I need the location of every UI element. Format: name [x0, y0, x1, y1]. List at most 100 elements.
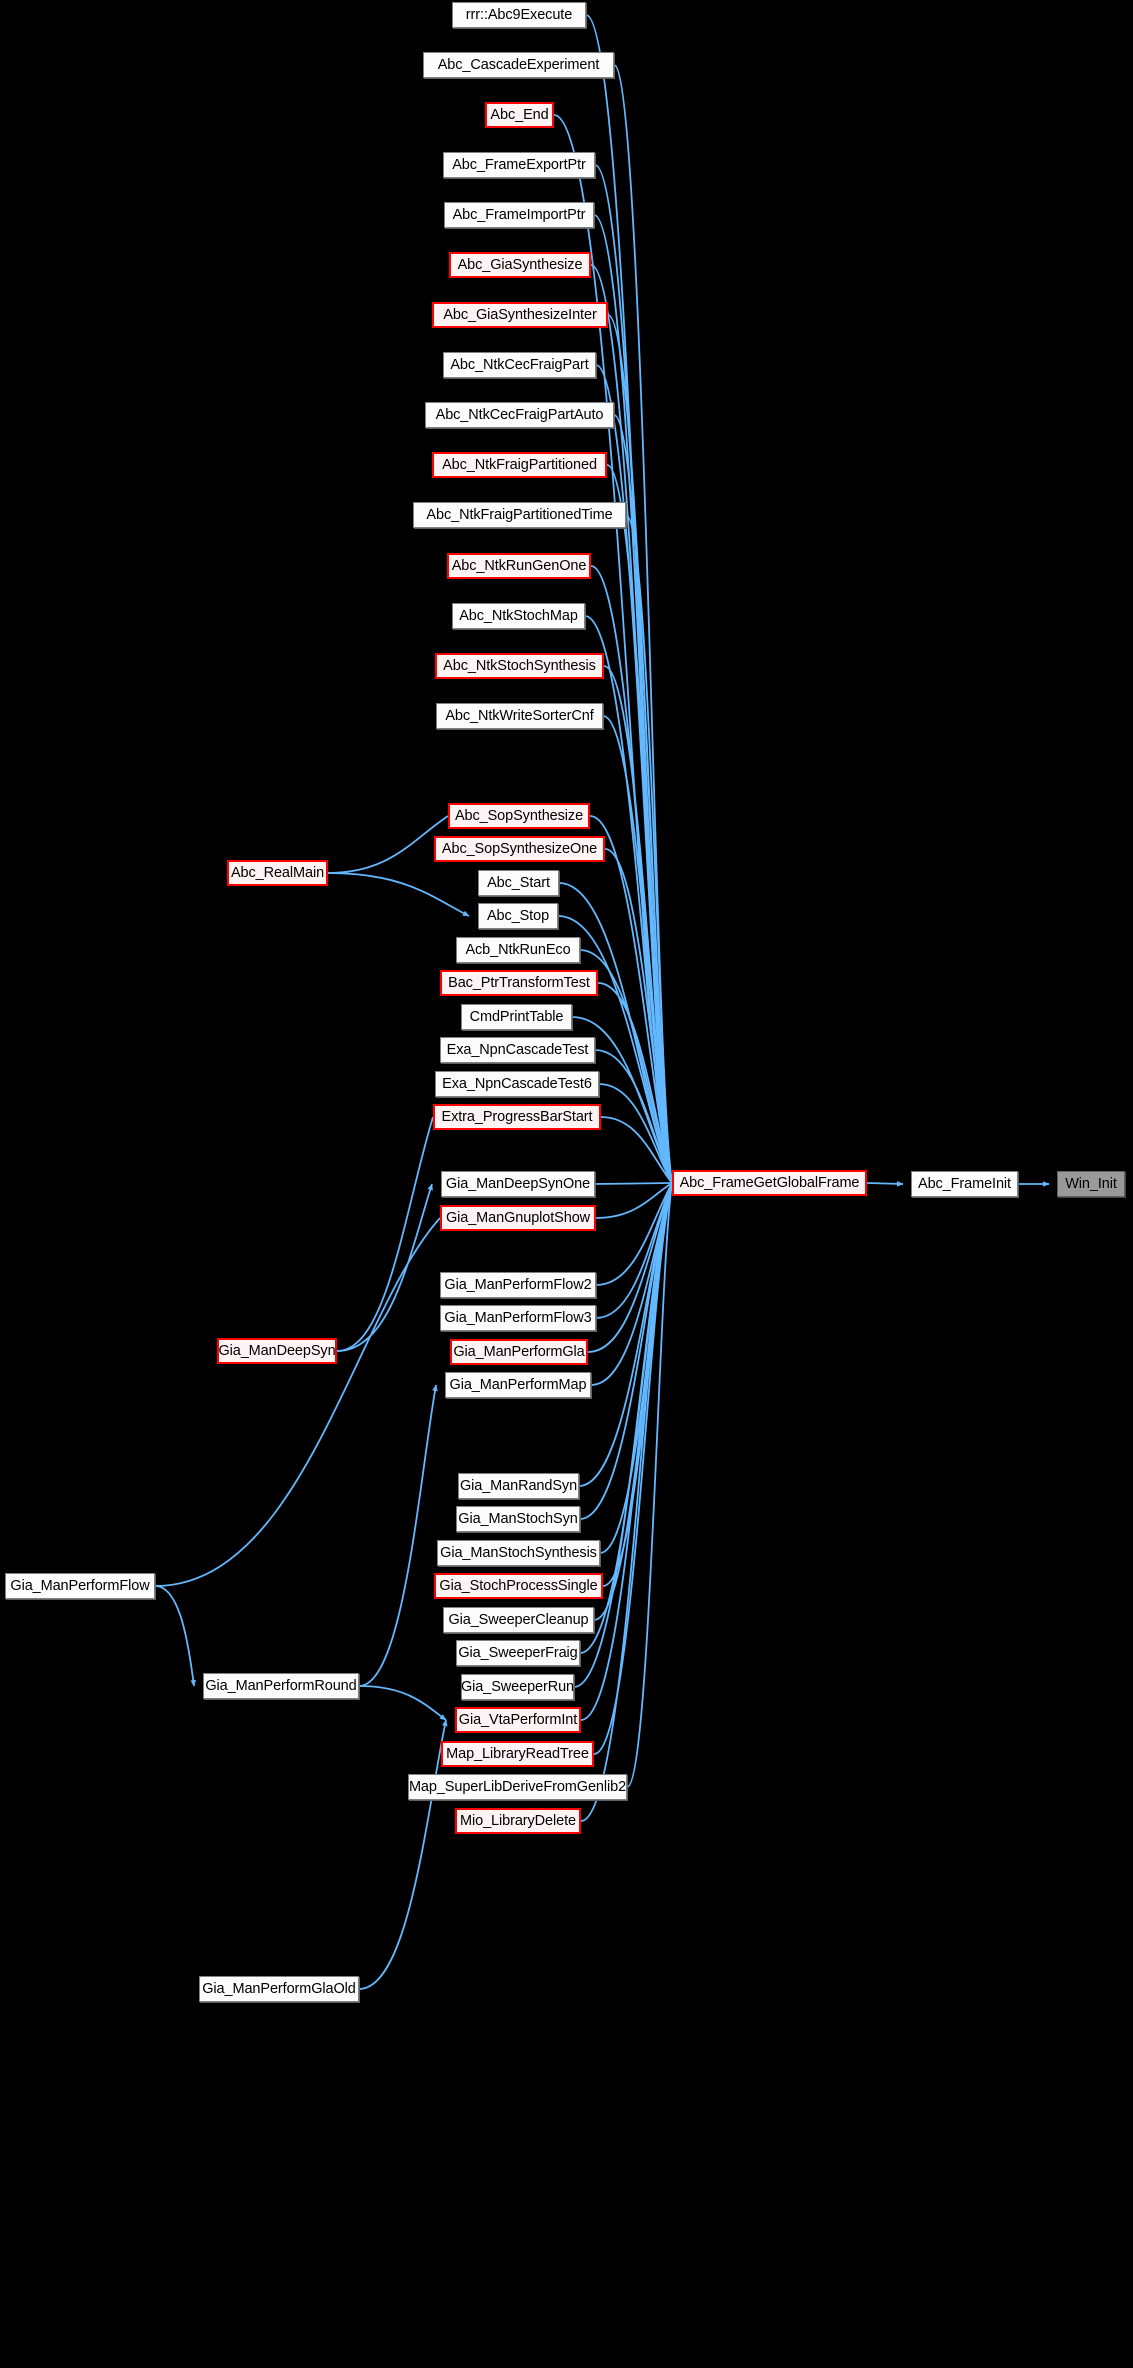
graph-edge	[595, 364, 673, 1184]
graph-node-n19[interactable]: Acb_NtkRunEco	[456, 937, 580, 963]
graph-node-label: Abc_End	[490, 106, 549, 123]
graph-node-label: Abc_CascadeExperiment	[437, 56, 600, 73]
graph-node-label: Abc_FrameInit	[918, 1175, 1011, 1192]
graph-node-label: Gia_ManStochSynthesis	[440, 1544, 597, 1561]
graph-node-n36[interactable]: Gia_SweeperFraig	[456, 1640, 580, 1666]
graph-node-n46[interactable]: Gia_ManPerformGlaOld	[199, 1976, 359, 2002]
graph-node-n31[interactable]: Gia_ManRandSyn	[458, 1473, 579, 1499]
graph-node-label: Exa_NpnCascadeTest6	[442, 1075, 592, 1092]
graph-node-label: Gia_ManGnuplotShow	[445, 1209, 591, 1226]
graph-edge	[336, 1116, 434, 1352]
graph-edge	[585, 14, 673, 1184]
graph-node-label: Abc_GiaSynthesize	[457, 256, 583, 273]
graph-node-n24[interactable]: Extra_ProgressBarStart	[433, 1104, 601, 1130]
graph-node-n10[interactable]: Abc_NtkFraigPartitionedTime	[413, 502, 626, 528]
graph-edge	[613, 414, 673, 1184]
graph-node-n3[interactable]: Abc_FrameExportPtr	[443, 152, 595, 178]
graph-node-n17[interactable]: Abc_Start	[478, 870, 559, 896]
graph-node-label: Gia_ManRandSyn	[459, 1477, 578, 1494]
graph-node-n21[interactable]: CmdPrintTable	[461, 1004, 572, 1030]
graph-node-label: Abc_NtkCecFraigPartAuto	[435, 406, 604, 423]
graph-edge	[358, 1384, 438, 1687]
graph-node-n35[interactable]: Gia_SweeperCleanup	[443, 1607, 594, 1633]
graph-node-n41[interactable]: Mio_LibraryDelete	[455, 1808, 581, 1834]
graph-node-n38[interactable]: Gia_VtaPerformInt	[455, 1707, 581, 1733]
graph-node-label: CmdPrintTable	[469, 1008, 564, 1025]
graph-edge	[589, 815, 673, 1184]
graph-node-label: Map_SuperLibDeriveFromGenlib2	[408, 1778, 627, 1795]
graph-edge	[599, 1182, 673, 1554]
graph-node-n34[interactable]: Gia_StochProcessSingle	[434, 1573, 603, 1599]
graph-edge	[600, 1116, 673, 1184]
graph-node-n14[interactable]: Abc_NtkWriteSorterCnf	[436, 703, 603, 729]
graph-node-label: Gia_SweeperRun	[460, 1678, 575, 1695]
graph-node-label: Abc_SopSynthesizeOne	[441, 840, 598, 857]
graph-node-label: Gia_SweeperCleanup	[448, 1611, 589, 1628]
graph-node-n2[interactable]: Abc_End	[485, 102, 554, 128]
graph-node-label: Extra_ProgressBarStart	[441, 1108, 593, 1125]
graph-node-n1[interactable]: Abc_CascadeExperiment	[423, 52, 614, 78]
graph-node-label: Gia_SweeperFraig	[458, 1644, 578, 1661]
graph-node-label: Abc_FrameExportPtr	[452, 156, 586, 173]
graph-node-n25[interactable]: Gia_ManDeepSynOne	[441, 1171, 595, 1197]
graph-node-n42[interactable]: Abc_RealMain	[227, 860, 328, 886]
graph-node-n40[interactable]: Map_SuperLibDeriveFromGenlib2	[408, 1774, 627, 1800]
graph-node-n23[interactable]: Exa_NpnCascadeTest6	[435, 1071, 599, 1097]
graph-node-n45[interactable]: Gia_ManPerformRound	[203, 1673, 359, 1699]
graph-node-label: Abc_SopSynthesize	[454, 807, 584, 824]
graph-node-n33[interactable]: Gia_ManStochSynthesis	[437, 1540, 600, 1566]
graph-node-n8[interactable]: Abc_NtkCecFraigPartAuto	[425, 402, 614, 428]
graph-node-n43[interactable]: Gia_ManDeepSyn	[217, 1338, 337, 1364]
graph-node-n7[interactable]: Abc_NtkCecFraigPart	[443, 352, 596, 378]
graph-node-n32[interactable]: Gia_ManStochSyn	[456, 1506, 580, 1532]
graph-node-n37[interactable]: Gia_SweeperRun	[461, 1674, 574, 1700]
graph-edge	[327, 872, 470, 917]
graph-node-n22[interactable]: Exa_NpnCascadeTest	[440, 1037, 595, 1063]
graph-edge	[154, 1217, 441, 1587]
graph-node-n12[interactable]: Abc_NtkStochMap	[452, 603, 585, 629]
graph-node-n28[interactable]: Gia_ManPerformFlow3	[440, 1305, 596, 1331]
graph-edge	[327, 815, 449, 874]
graph-node-label: Gia_ManDeepSynOne	[445, 1175, 591, 1192]
graph-node-n11[interactable]: Abc_NtkRunGenOne	[447, 553, 591, 579]
graph-node-n16[interactable]: Abc_SopSynthesizeOne	[434, 836, 605, 862]
graph-node-label: Abc_Stop	[486, 907, 550, 924]
graph-node-n26[interactable]: Gia_ManGnuplotShow	[440, 1205, 596, 1231]
graph-node-n29[interactable]: Gia_ManPerformGla	[450, 1339, 588, 1365]
graph-edge	[602, 1182, 673, 1587]
graph-node-n47[interactable]: Abc_FrameGetGlobalFrame	[672, 1170, 867, 1196]
graph-node-n18[interactable]: Abc_Stop	[478, 903, 558, 929]
graph-node-n5[interactable]: Abc_GiaSynthesize	[449, 252, 591, 278]
graph-node-n48[interactable]: Abc_FrameInit	[911, 1171, 1018, 1197]
graph-node-label: Abc_Start	[487, 874, 550, 891]
graph-edge	[602, 715, 673, 1184]
graph-node-n27[interactable]: Gia_ManPerformFlow2	[440, 1272, 596, 1298]
graph-edge	[625, 514, 673, 1184]
graph-node-label: Abc_GiaSynthesizeInter	[443, 306, 597, 323]
graph-node-label: Gia_ManPerformMap	[449, 1376, 587, 1393]
graph-node-label: rrr::Abc9Execute	[465, 6, 573, 23]
graph-node-label: Abc_NtkFraigPartitioned	[442, 456, 597, 473]
graph-node-n39[interactable]: Map_LibraryReadTree	[441, 1741, 594, 1767]
graph-node-n13[interactable]: Abc_NtkStochSynthesis	[435, 653, 604, 679]
graph-edge	[580, 1182, 673, 1721]
graph-node-n0[interactable]: rrr::Abc9Execute	[452, 2, 586, 28]
graph-node-label: Gia_ManPerformFlow	[10, 1577, 150, 1594]
graph-node-label: Gia_ManPerformFlow2	[444, 1276, 592, 1293]
graph-node-label: Abc_NtkFraigPartitionedTime	[426, 506, 613, 523]
graph-node-n9[interactable]: Abc_NtkFraigPartitioned	[432, 452, 607, 478]
graph-edge	[358, 1719, 448, 1990]
graph-edge	[607, 314, 673, 1184]
graph-node-n30[interactable]: Gia_ManPerformMap	[445, 1372, 591, 1398]
graph-edge	[603, 665, 673, 1184]
graph-edge	[358, 1685, 447, 1721]
graph-node-n44[interactable]: Gia_ManPerformFlow	[5, 1573, 155, 1599]
graph-node-n20[interactable]: Bac_PtrTransformTest	[440, 970, 598, 996]
graph-edge	[154, 1585, 197, 1687]
graph-node-n49[interactable]: Win_Init	[1057, 1171, 1125, 1197]
graph-node-n6[interactable]: Abc_GiaSynthesizeInter	[432, 302, 608, 328]
graph-node-n4[interactable]: Abc_FrameImportPtr	[444, 202, 594, 228]
graph-node-label: Gia_VtaPerformInt	[458, 1711, 578, 1728]
graph-node-n15[interactable]: Abc_SopSynthesize	[448, 803, 590, 829]
